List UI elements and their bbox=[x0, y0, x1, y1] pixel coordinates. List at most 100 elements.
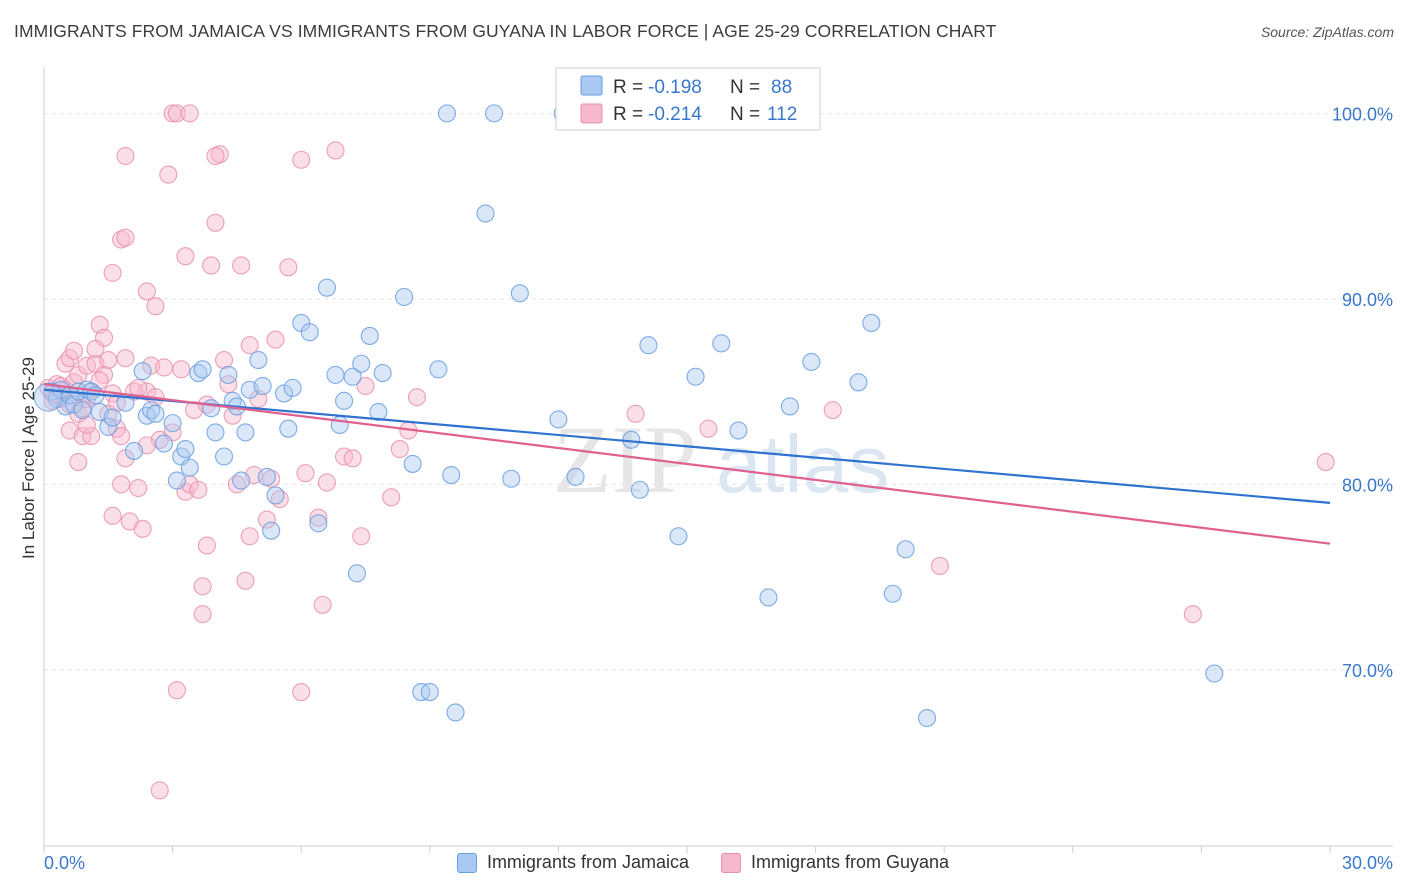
jamaica-point bbox=[918, 708, 937, 728]
jamaica-point bbox=[219, 365, 238, 384]
y-tick-label: 80.0% bbox=[1342, 475, 1393, 495]
jamaica-point bbox=[257, 467, 276, 486]
jamaica-point bbox=[360, 326, 379, 345]
y-tick-label: 70.0% bbox=[1342, 661, 1393, 681]
jamaica-point bbox=[266, 486, 285, 505]
jamaica-point bbox=[335, 391, 354, 410]
jamaica-point bbox=[279, 419, 298, 438]
legend-n-label: N = bbox=[730, 77, 760, 98]
legend-swatch-guyana bbox=[720, 852, 741, 873]
guyana-point bbox=[103, 263, 122, 282]
jamaica-point bbox=[566, 467, 585, 486]
jamaica-point bbox=[849, 373, 868, 392]
guyana-point bbox=[129, 378, 148, 397]
guyana-point bbox=[197, 536, 216, 555]
guyana-point bbox=[266, 330, 285, 349]
guyana-point bbox=[82, 427, 101, 446]
guyana-point bbox=[823, 401, 842, 420]
jamaica-point bbox=[347, 564, 366, 583]
guyana-point bbox=[236, 571, 255, 590]
guyana-point bbox=[176, 247, 195, 266]
source-label: Source: ZipAtlas.com bbox=[1260, 24, 1394, 40]
watermark-zip: ZIP bbox=[553, 406, 697, 513]
legend-n-label: N = bbox=[730, 104, 760, 125]
guyana-point bbox=[352, 527, 371, 546]
jamaica-point bbox=[686, 367, 705, 386]
guyana-point bbox=[133, 519, 152, 538]
guyana-point bbox=[390, 440, 409, 459]
jamaica-point bbox=[309, 514, 328, 533]
jamaica-point bbox=[896, 540, 915, 559]
series-legend: Immigrants from Jamaica Immigrants from … bbox=[0, 852, 1406, 873]
trend-lines bbox=[43, 383, 1331, 545]
jamaica-point bbox=[33, 382, 63, 412]
jamaica-point bbox=[729, 421, 748, 440]
axes bbox=[43, 67, 1393, 853]
jamaica-point bbox=[326, 365, 345, 384]
jamaica-point bbox=[176, 440, 195, 459]
guyana-point bbox=[116, 349, 135, 368]
guyana-point bbox=[103, 506, 122, 525]
guyana-point bbox=[313, 595, 332, 614]
jamaica-point bbox=[206, 423, 225, 442]
guyana-point bbox=[150, 781, 169, 800]
jamaica-point bbox=[712, 334, 731, 353]
guyana-point bbox=[116, 146, 135, 166]
guyana-point bbox=[1316, 453, 1335, 472]
guyana-point bbox=[69, 453, 88, 472]
legend-r-label: R = bbox=[613, 104, 643, 125]
jamaica-point bbox=[369, 402, 388, 422]
jamaica-point bbox=[1205, 664, 1224, 683]
legend-n-value-jamaica: 88 bbox=[771, 77, 792, 98]
legend-label-guyana: Immigrants from Guyana bbox=[750, 852, 950, 872]
guyana-point bbox=[167, 104, 186, 123]
jamaica-point bbox=[193, 360, 212, 379]
jamaica-point bbox=[163, 414, 182, 433]
legend-r-value-jamaica: -0.198 bbox=[648, 77, 702, 98]
guyana-point bbox=[137, 282, 156, 301]
legend-label-jamaica: Immigrants from Jamaica bbox=[486, 852, 689, 872]
jamaica-point bbox=[630, 480, 649, 499]
jamaica-point bbox=[214, 447, 234, 466]
guyana-point bbox=[232, 256, 251, 275]
guyana-point bbox=[626, 404, 645, 423]
jamaica-point bbox=[446, 703, 465, 722]
jamaica-point bbox=[883, 584, 902, 603]
x-tick-label: 30.0% bbox=[1342, 853, 1393, 873]
jamaica-point bbox=[133, 362, 152, 381]
stats-legend: R = -0.198 N = 88 R = -0.214 N = 112 bbox=[555, 67, 821, 131]
guyana-point bbox=[343, 449, 362, 468]
jamaica-point bbox=[154, 434, 174, 453]
guyana-point bbox=[189, 480, 208, 499]
jamaica-point bbox=[146, 404, 165, 423]
jamaica-point bbox=[395, 287, 414, 307]
jamaica-point bbox=[180, 458, 199, 477]
guyana-point bbox=[112, 475, 131, 494]
guyana-trend-line bbox=[43, 383, 1331, 545]
jamaica-point bbox=[549, 410, 568, 429]
legend-item-jamaica: Immigrants from Jamaica bbox=[456, 852, 689, 873]
guyana-point bbox=[214, 351, 234, 370]
guyana-point bbox=[167, 681, 186, 700]
guyana-point bbox=[356, 376, 375, 396]
guyana-point bbox=[146, 297, 165, 316]
jamaica-point bbox=[485, 104, 504, 123]
guyana-point bbox=[180, 104, 199, 123]
jamaica-point bbox=[262, 521, 281, 540]
jamaica-point bbox=[476, 204, 495, 223]
guyana-point bbox=[159, 165, 178, 184]
y-tick-labels: 70.0% 80.0% 90.0% 100.0% bbox=[1332, 104, 1393, 680]
legend-r-value-guyana: -0.214 bbox=[648, 104, 702, 125]
legend-item-guyana: Immigrants from Guyana bbox=[720, 852, 950, 873]
guyana-point bbox=[64, 341, 84, 360]
legend-r-label: R = bbox=[613, 77, 643, 98]
guyana-point bbox=[382, 488, 401, 507]
guyana-point bbox=[129, 478, 148, 498]
x-tick-label: 0.0% bbox=[44, 853, 85, 873]
jamaica-point bbox=[253, 376, 272, 396]
guyana-point bbox=[292, 683, 311, 702]
guyana-point bbox=[240, 336, 259, 355]
guyana-point bbox=[219, 375, 238, 394]
jamaica-point bbox=[99, 417, 118, 436]
